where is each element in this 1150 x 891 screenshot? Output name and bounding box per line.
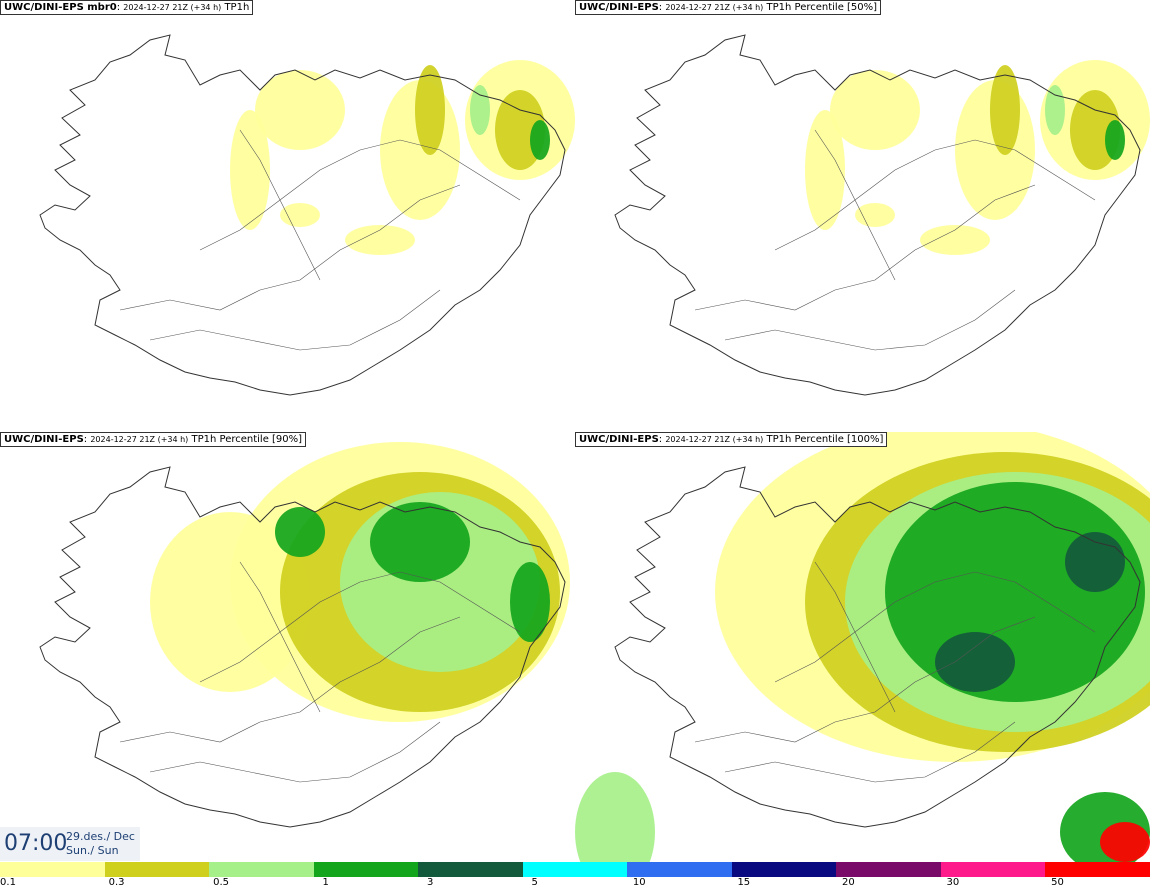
map-panel-p90: UWC/DINI-EPS: 2024-12-27 21Z (+34 h) TP1… [0, 432, 575, 862]
precip-map [39, 34, 575, 396]
precip-map [575, 432, 1150, 862]
colorbar-tick-label: 30 [946, 877, 960, 888]
road-line [199, 571, 521, 683]
precip-area [1065, 532, 1125, 592]
road-line [724, 289, 1016, 351]
colorbar-swatch [940, 862, 1046, 877]
coastline [39, 466, 566, 828]
colorbar-swatch [522, 862, 628, 877]
precip-area [150, 512, 310, 692]
road-line [119, 616, 461, 743]
colorbar-tick-label: 50 [1051, 877, 1064, 888]
colorbar-swatch [731, 862, 837, 877]
colorbar [0, 862, 1150, 877]
valid-date: 29.des./ Dec Sun./ Sun [66, 830, 135, 858]
colorbar-tick-label: 3 [426, 877, 434, 888]
precip-area [805, 110, 845, 230]
colorbar-swatch [836, 862, 941, 877]
precip-area [885, 482, 1145, 702]
precip-area [920, 225, 990, 255]
colorbar-swatch [418, 862, 523, 877]
precip-map [39, 442, 570, 828]
colorbar-swatch [209, 862, 314, 877]
colorbar-tick-label: 1 [322, 877, 329, 888]
road-line [239, 129, 321, 281]
valid-time: 07:00 [4, 831, 68, 856]
panel-title: UWC/DINI-EPS: 2024-12-27 21Z (+34 h) TP1… [0, 432, 307, 447]
precip-area [990, 65, 1020, 155]
road-line [149, 289, 441, 351]
precip-area [1100, 822, 1150, 862]
precip-area [855, 203, 895, 227]
map-panel-p100: UWC/DINI-EPS: 2024-12-27 21Z (+34 h) TP1… [575, 432, 1150, 862]
road-line [119, 184, 461, 311]
precip-area [280, 203, 320, 227]
road-line [774, 571, 1096, 683]
road-line [814, 561, 896, 713]
precip-map [614, 34, 1150, 396]
panel-title: UWC/DINI-EPS: 2024-12-27 21Z (+34 h) TP1… [575, 0, 882, 15]
precip-area [230, 110, 270, 230]
day-label: Sun./ Sun [66, 844, 119, 857]
map-panel-mbr0: UWC/DINI-EPS mbr0: 2024-12-27 21Z (+34 h… [0, 0, 575, 430]
colorbar-labels: 0.1 0.3 0.5 1 3 5 10 15 20 30 50 [0, 877, 1150, 891]
colorbar-tick-label: 0.3 [108, 877, 125, 888]
panel-title: UWC/DINI-EPS: 2024-12-27 21Z (+34 h) TP1… [575, 432, 888, 447]
colorbar-tick-label: 0.5 [213, 877, 230, 888]
coastline [39, 34, 566, 396]
colorbar-tick-label: 20 [841, 877, 855, 888]
road-line [694, 184, 1036, 311]
colorbar-tick-label: 0.1 [0, 877, 16, 888]
precip-area [470, 85, 490, 135]
precip-area [830, 70, 920, 150]
panel-title: UWC/DINI-EPS mbr0: 2024-12-27 21Z (+34 h… [0, 0, 254, 15]
colorbar-swatch [627, 862, 732, 877]
precip-area [370, 502, 470, 582]
road-line [149, 721, 441, 783]
road-line [814, 129, 896, 281]
precip-area [415, 65, 445, 155]
colorbar-swatch [1045, 862, 1150, 877]
precip-area [510, 562, 550, 642]
colorbar-tick-label: 5 [531, 877, 538, 888]
road-line [724, 721, 1016, 783]
colorbar-tick-label: 10 [632, 877, 646, 888]
valid-time-box: 07:00 29.des./ Dec Sun./ Sun [0, 827, 140, 861]
coastline [614, 34, 1141, 396]
precip-area [935, 632, 1015, 692]
colorbar-swatch [104, 862, 210, 877]
road-line [199, 139, 521, 251]
colorbar-swatch [313, 862, 419, 877]
precip-area [530, 120, 550, 160]
precip-area [255, 70, 345, 150]
precip-area [1045, 85, 1065, 135]
map-panel-p50: UWC/DINI-EPS: 2024-12-27 21Z (+34 h) TP1… [575, 0, 1150, 430]
precip-area [1105, 120, 1125, 160]
colorbar-tick-label: 15 [737, 877, 751, 888]
precip-area [575, 772, 655, 862]
coastline [614, 466, 1141, 828]
precip-area [345, 225, 415, 255]
road-line [694, 616, 1036, 743]
road-line [239, 561, 321, 713]
road-line [774, 139, 1096, 251]
date-label: 29.des./ Dec [66, 830, 135, 843]
colorbar-swatch [0, 862, 105, 877]
precip-area [275, 507, 325, 557]
